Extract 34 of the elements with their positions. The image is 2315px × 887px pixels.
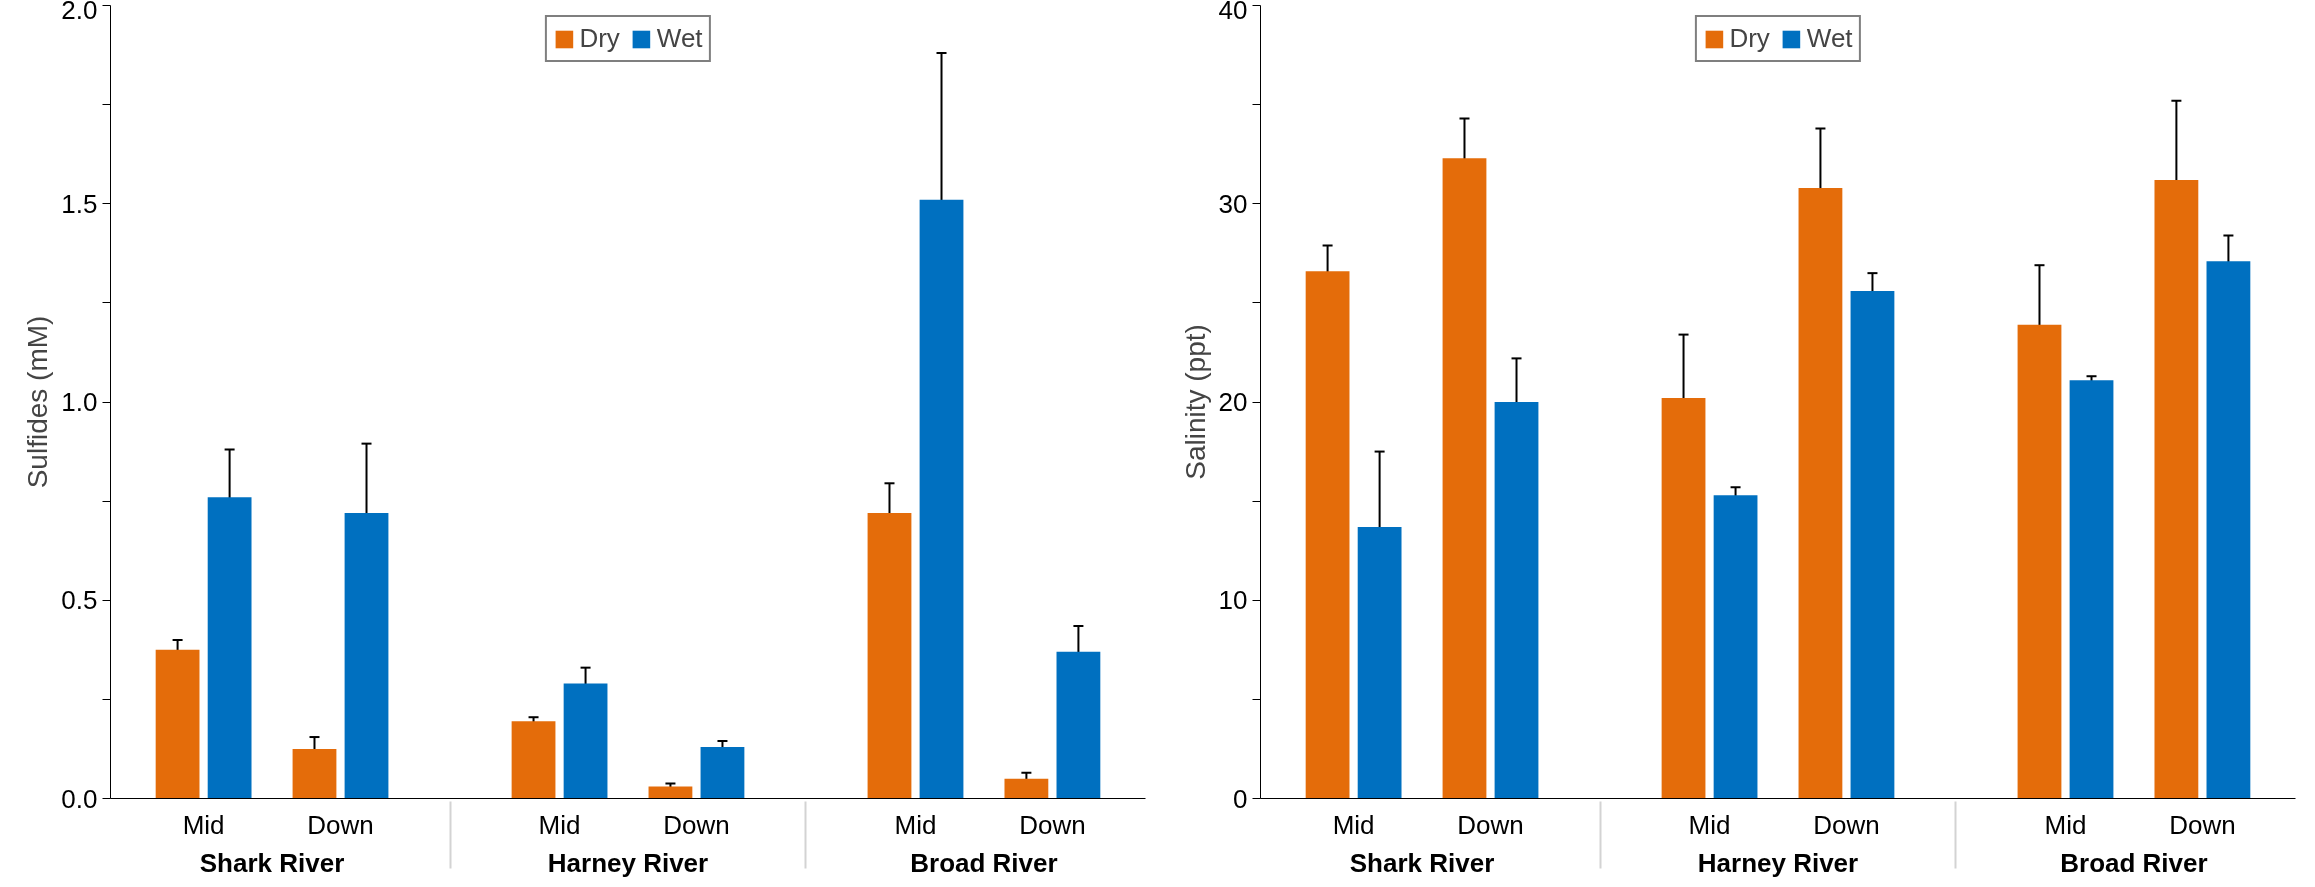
legend-label: Wet	[1806, 23, 1853, 54]
x-tick-label: Mid	[1688, 809, 1731, 840]
legend-label: Dry	[579, 23, 620, 54]
y-tick-label: 0	[1233, 783, 1248, 814]
y-tick-label: 20	[1218, 387, 1248, 417]
y-tick-label: 1.0	[61, 387, 98, 417]
y-tick-label: 1.5	[61, 188, 98, 219]
x-tick-label: Down	[663, 809, 730, 840]
y-tick-label: 0.5	[61, 585, 98, 616]
x-tick-label: Mid	[1332, 809, 1375, 840]
text: Shark River	[199, 847, 345, 878]
y-tick-label: 2.0	[61, 0, 98, 25]
x-tick-label: Down	[1019, 809, 1086, 840]
x-tick-label: Down	[307, 809, 374, 840]
x-tick-label: Down	[1457, 809, 1524, 840]
y-axis-title: Sulfides (mM)	[22, 315, 54, 489]
x-tick-label: Mid	[2044, 809, 2087, 840]
x-tick-label: Down	[2169, 809, 2236, 840]
text: Harney River	[1697, 847, 1859, 878]
text: Shark River	[1349, 847, 1495, 878]
y-tick-label: 10	[1218, 585, 1248, 616]
x-tick-label: Down	[1813, 809, 1880, 840]
y-tick-label: 40	[1218, 0, 1248, 25]
x-tick-label: Mid	[538, 809, 581, 840]
x-tick-label: Mid	[894, 809, 937, 840]
text: Harney River	[547, 847, 709, 878]
legend-label: Dry	[1729, 23, 1770, 54]
x-tick-label: Mid	[182, 809, 225, 840]
text: Broad River	[2060, 847, 2208, 878]
y-tick-label: 30	[1218, 188, 1248, 219]
y-tick-label: 0.0	[61, 783, 98, 814]
legend-label: Wet	[656, 23, 703, 54]
text: Broad River	[910, 847, 1058, 878]
y-axis-title: Salinity (ppt)	[1179, 324, 1211, 480]
